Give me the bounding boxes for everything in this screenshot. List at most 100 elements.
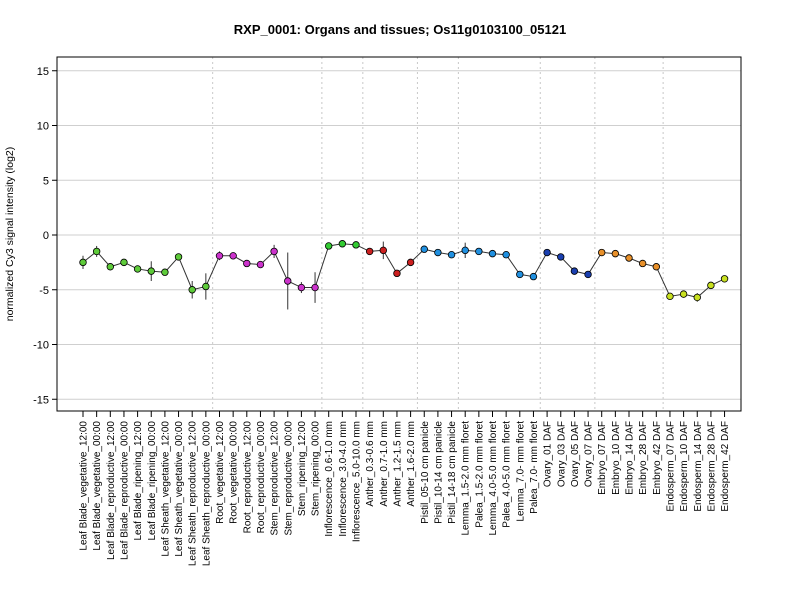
x-tick-label: Ovary_05 DAF [570, 421, 581, 487]
x-tick-label: Stem_reproductive_00:00 [283, 421, 294, 536]
data-point [679, 290, 688, 298]
x-tick-label: Root_reproductive_12:00 [242, 421, 253, 534]
y-tick-label: 10 [37, 121, 49, 133]
data-point [325, 242, 333, 250]
data-point [434, 248, 442, 257]
data-point [352, 241, 360, 249]
data-point [625, 254, 633, 262]
x-tick-label: Anther_1.2-1.5 mm [392, 421, 403, 507]
data-point [652, 263, 660, 271]
y-tick-label: -10 [33, 340, 49, 352]
data-point [720, 275, 729, 283]
data-point [461, 246, 469, 255]
x-tick-label: Ovary_01 DAF [543, 421, 554, 487]
x-tick-label: Stem_reproductive_12:00 [270, 421, 281, 536]
x-tick-label: Root_vegetative_00:00 [229, 421, 240, 524]
x-tick-label: Embryo_42 DAF [652, 421, 663, 495]
data-point [284, 277, 292, 285]
x-tick-label: Pistil_10-14 cm panicle [433, 421, 444, 524]
x-tick-label: Inflorescence_5.0-10.0 mm [352, 421, 363, 542]
data-point [120, 258, 128, 267]
data-point [693, 293, 701, 302]
plot-frame [56, 56, 742, 412]
x-tick-label: Stem_ripening_00:00 [311, 421, 322, 517]
x-tick-label: Leaf Sheath_vegetative_00:00 [174, 421, 185, 557]
grid [57, 57, 741, 411]
data-point [393, 269, 401, 278]
x-tick-label: Anther_0.3-0.6 mm [365, 421, 376, 507]
x-tick-label: Embryo_10 DAF [611, 421, 622, 495]
y-tick-label: -15 [33, 394, 49, 406]
data-point [161, 268, 169, 276]
x-tick-label: Embryo_07 DAF [597, 421, 608, 495]
x-tick-label: Inflorescence_0.6-1.0 mm [324, 421, 335, 537]
x-tick-label: Lemma_7.0- mm floret [515, 421, 526, 522]
x-tick-label: Leaf Blade_ripening_00:00 [147, 421, 158, 541]
data-point [543, 248, 551, 257]
chart-title: RXP_0001: Organs and tissues; Os11g01031… [234, 22, 566, 37]
data-point [666, 292, 674, 301]
data-point [638, 259, 647, 268]
data-point [188, 286, 196, 294]
data-point [611, 249, 620, 258]
data-point [516, 270, 524, 279]
x-tick-label: Palea_7.0- mm floret [529, 421, 540, 514]
x-tick-label: Ovary_03 DAF [556, 421, 567, 487]
data-point [557, 253, 565, 261]
x-tick-label: Root_vegetative_12:00 [215, 421, 226, 524]
data-point [488, 249, 497, 258]
data-point [92, 247, 101, 256]
x-tick-label: Pistil_14-18 cm panicle [447, 421, 458, 524]
x-tick-label: Palea_1.5-2.0 mm floret [474, 421, 485, 528]
x-tick-label: Leaf Blade_ripening_12:00 [133, 421, 144, 541]
data-point [707, 281, 715, 290]
data-point [106, 263, 114, 271]
x-tick-label: Anther_0.7-1.0 mm [379, 421, 390, 507]
data-point [147, 267, 155, 275]
series [79, 240, 729, 310]
x-tick-label: Endosperm_10 DAF [679, 421, 690, 512]
x-tick-label: Root_reproductive_00:00 [256, 421, 267, 534]
x-tick-label: Leaf Blade_vegetative_00:00 [92, 421, 103, 551]
data-point [297, 283, 306, 292]
data-point [79, 258, 87, 267]
x-axis: Leaf Blade_vegetative_12:00 Leaf Blade_ve… [79, 411, 731, 567]
x-tick-label: Embryo_28 DAF [638, 421, 649, 495]
x-tick-label: Pistil_05-10 cm panicle [420, 421, 431, 524]
data-point [256, 260, 265, 269]
x-tick-label: Leaf Sheath_vegetative_12:00 [160, 421, 171, 557]
y-axis-title: normalized Cy3 signal intensity (log2) [4, 147, 16, 322]
data-point [584, 270, 592, 279]
x-tick-label: Endosperm_28 DAF [706, 421, 717, 512]
x-tick-label: Leaf Blade_reproductive_00:00 [119, 421, 130, 560]
x-tick-label: Lemma_4.0-5.0 mm floret [488, 421, 499, 536]
x-tick-label: Leaf Blade_vegetative_12:00 [79, 421, 90, 551]
x-tick-label: Leaf Blade_reproductive_12:00 [106, 421, 117, 560]
y-tick-label: 0 [43, 230, 49, 242]
data-point [311, 283, 319, 292]
data-point [338, 240, 347, 248]
y-tick-label: -5 [39, 285, 49, 297]
data-point [243, 259, 251, 268]
y-tick-label: 5 [43, 175, 49, 187]
data-point [447, 251, 456, 259]
x-tick-label: Endosperm_07 DAF [665, 421, 676, 512]
data-point [229, 252, 237, 260]
data-point [529, 272, 538, 281]
data-point [475, 247, 483, 256]
data-point [406, 258, 415, 267]
x-tick-label: Endosperm_42 DAF [720, 421, 731, 512]
x-tick-label: Inflorescence_3.0-4.0 mm [338, 421, 349, 537]
y-tick-label: 15 [37, 66, 49, 78]
x-tick-label: Embryo_14 DAF [625, 421, 636, 495]
x-tick-label: Endosperm_14 DAF [693, 421, 704, 512]
data-point [133, 265, 142, 273]
x-tick-label: Leaf Sheath_reproductive_12:00 [188, 421, 199, 567]
data-point [598, 248, 606, 257]
data-point [365, 247, 374, 256]
data-point [270, 247, 278, 256]
data-point [202, 282, 210, 291]
data-point [215, 252, 224, 260]
x-tick-label: Anther_1.6-2.0 mm [406, 421, 417, 507]
